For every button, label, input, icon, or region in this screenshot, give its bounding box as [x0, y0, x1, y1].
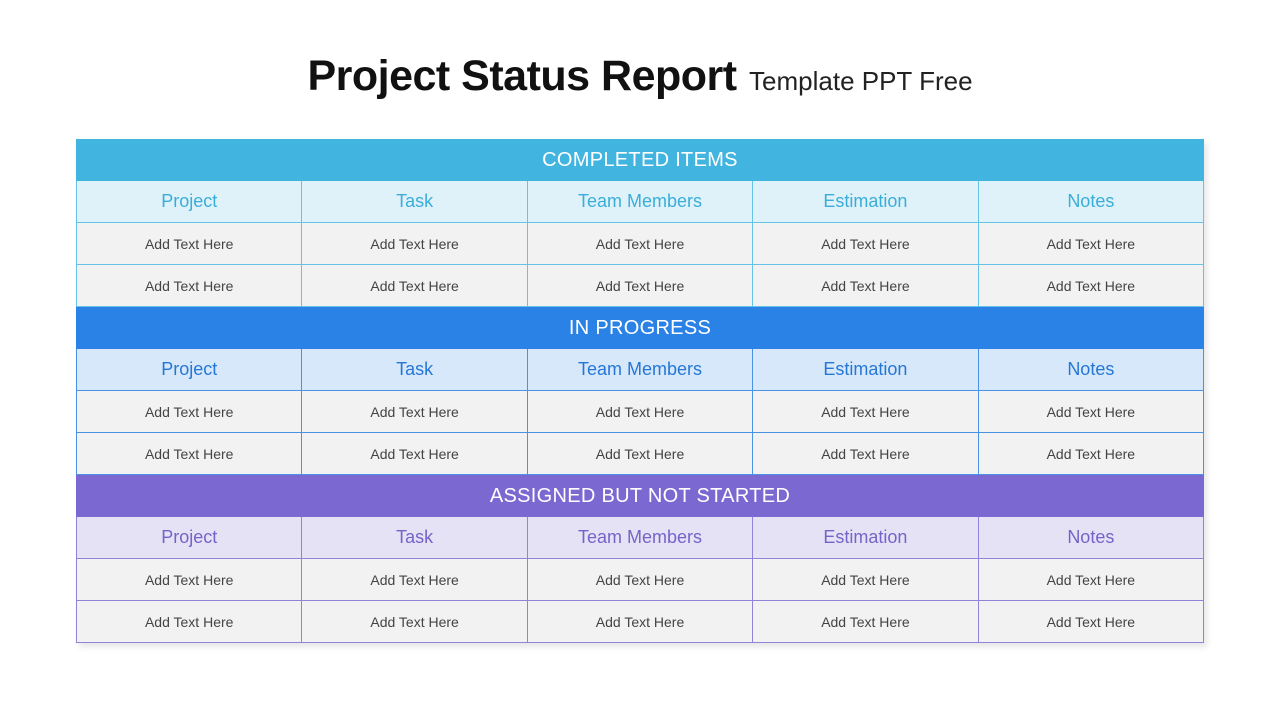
table-row: Add Text Here Add Text Here Add Text Her…: [76, 223, 1205, 265]
table-cell[interactable]: Add Text Here: [527, 559, 754, 601]
column-header-project: Project: [76, 517, 303, 559]
table-cell[interactable]: Add Text Here: [302, 391, 528, 433]
status-report-table: COMPLETED ITEMS Project Task Team Member…: [76, 139, 1205, 643]
table-cell[interactable]: Add Text Here: [76, 223, 303, 265]
column-header-team-members: Team Members: [527, 181, 754, 223]
column-header-row: Project Task Team Members Estimation Not…: [76, 181, 1205, 223]
section-completed-items: COMPLETED ITEMS Project Task Team Member…: [76, 139, 1205, 307]
table-cell[interactable]: Add Text Here: [527, 265, 754, 307]
table-cell[interactable]: Add Text Here: [76, 391, 303, 433]
table-cell[interactable]: Add Text Here: [978, 265, 1205, 307]
column-header-row: Project Task Team Members Estimation Not…: [76, 517, 1205, 559]
table-cell[interactable]: Add Text Here: [302, 265, 528, 307]
table-cell[interactable]: Add Text Here: [753, 433, 979, 475]
table-cell[interactable]: Add Text Here: [76, 559, 303, 601]
table-cell[interactable]: Add Text Here: [753, 391, 979, 433]
table-cell[interactable]: Add Text Here: [978, 559, 1205, 601]
table-cell[interactable]: Add Text Here: [978, 223, 1205, 265]
table-row: Add Text Here Add Text Here Add Text Her…: [76, 601, 1205, 643]
table-row: Add Text Here Add Text Here Add Text Her…: [76, 265, 1205, 307]
table-row: Add Text Here Add Text Here Add Text Her…: [76, 391, 1205, 433]
column-header-estimation: Estimation: [753, 349, 979, 391]
title-main: Project Status Report: [307, 52, 737, 100]
section-in-progress: IN PROGRESS Project Task Team Members Es…: [76, 307, 1205, 475]
column-header-task: Task: [302, 349, 528, 391]
table-row: Add Text Here Add Text Here Add Text Her…: [76, 559, 1205, 601]
table-cell[interactable]: Add Text Here: [527, 433, 754, 475]
section-assigned-not-started: ASSIGNED BUT NOT STARTED Project Task Te…: [76, 475, 1205, 643]
page-title: Project Status Report Template PPT Free: [0, 52, 1280, 101]
table-cell[interactable]: Add Text Here: [76, 265, 303, 307]
table-cell[interactable]: Add Text Here: [753, 559, 979, 601]
column-header-task: Task: [302, 517, 528, 559]
table-cell[interactable]: Add Text Here: [753, 265, 979, 307]
table-cell[interactable]: Add Text Here: [76, 601, 303, 643]
column-header-project: Project: [76, 181, 303, 223]
table-cell[interactable]: Add Text Here: [753, 601, 979, 643]
table-cell[interactable]: Add Text Here: [302, 601, 528, 643]
column-header-estimation: Estimation: [753, 181, 979, 223]
table-cell[interactable]: Add Text Here: [76, 433, 303, 475]
column-header-estimation: Estimation: [753, 517, 979, 559]
table-cell[interactable]: Add Text Here: [527, 391, 754, 433]
table-cell[interactable]: Add Text Here: [978, 601, 1205, 643]
column-header-project: Project: [76, 349, 303, 391]
column-header-task: Task: [302, 181, 528, 223]
section-heading: COMPLETED ITEMS: [76, 139, 1204, 181]
column-header-notes: Notes: [978, 517, 1205, 559]
table-cell[interactable]: Add Text Here: [527, 223, 754, 265]
table-cell[interactable]: Add Text Here: [978, 433, 1205, 475]
table-cell[interactable]: Add Text Here: [527, 601, 754, 643]
column-header-team-members: Team Members: [527, 349, 754, 391]
column-header-row: Project Task Team Members Estimation Not…: [76, 349, 1205, 391]
column-header-team-members: Team Members: [527, 517, 754, 559]
section-heading: IN PROGRESS: [76, 307, 1204, 349]
table-cell[interactable]: Add Text Here: [753, 223, 979, 265]
table-cell[interactable]: Add Text Here: [302, 559, 528, 601]
table-cell[interactable]: Add Text Here: [302, 433, 528, 475]
title-subtitle: Template PPT Free: [749, 66, 973, 96]
table-cell[interactable]: Add Text Here: [978, 391, 1205, 433]
section-heading: ASSIGNED BUT NOT STARTED: [76, 475, 1204, 517]
table-cell[interactable]: Add Text Here: [302, 223, 528, 265]
column-header-notes: Notes: [978, 349, 1205, 391]
table-row: Add Text Here Add Text Here Add Text Her…: [76, 433, 1205, 475]
column-header-notes: Notes: [978, 181, 1205, 223]
